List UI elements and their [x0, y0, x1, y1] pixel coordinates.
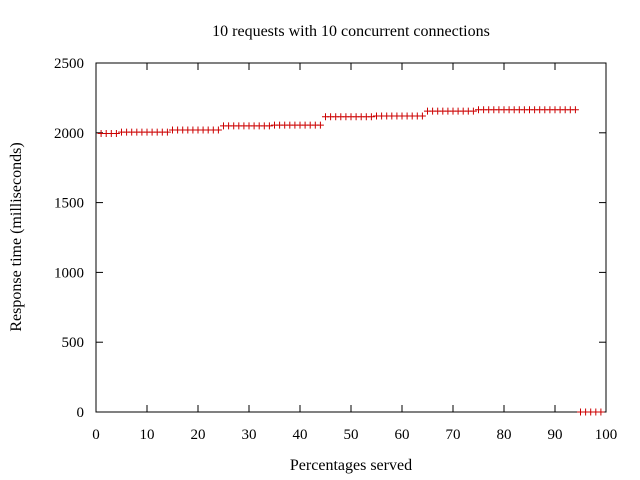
x-axis-label: Percentages served: [290, 457, 412, 474]
y-tick-label: 0: [77, 405, 85, 421]
y-tick-label: 2000: [54, 126, 84, 142]
x-tick-label: 30: [242, 427, 257, 443]
x-tick-label: 20: [191, 427, 206, 443]
y-axis: 0 500 1000 1500 2000 2500: [54, 56, 606, 421]
data-series: [97, 106, 605, 416]
x-tick-label: 100: [595, 427, 618, 443]
x-tick-label: 50: [344, 427, 359, 443]
data-point: [214, 126, 222, 134]
x-tick-label: 80: [497, 427, 512, 443]
x-tick-label: 90: [548, 427, 563, 443]
data-point: [316, 121, 324, 129]
data-point: [571, 106, 579, 114]
x-axis: 0 10 20 30 40 50 60 70 80 90 100: [92, 63, 617, 443]
data-point: [163, 128, 171, 136]
y-tick-label: 1000: [54, 265, 84, 281]
x-tick-label: 10: [140, 427, 155, 443]
data-point: [597, 408, 605, 416]
x-tick-label: 60: [395, 427, 410, 443]
data-point: [265, 122, 273, 130]
data-point: [367, 113, 375, 121]
data-point: [469, 107, 477, 115]
x-tick-label: 40: [293, 427, 308, 443]
chart-title: 10 requests with 10 concurrent connectio…: [212, 23, 490, 40]
data-point: [112, 129, 120, 137]
y-tick-label: 500: [62, 335, 85, 351]
y-axis-label: Response time (milliseconds): [8, 142, 25, 331]
y-tick-label: 1500: [54, 196, 84, 212]
x-tick-label: 0: [92, 427, 100, 443]
x-tick-label: 70: [446, 427, 461, 443]
data-point: [418, 112, 426, 120]
y-tick-label: 2500: [54, 56, 84, 72]
